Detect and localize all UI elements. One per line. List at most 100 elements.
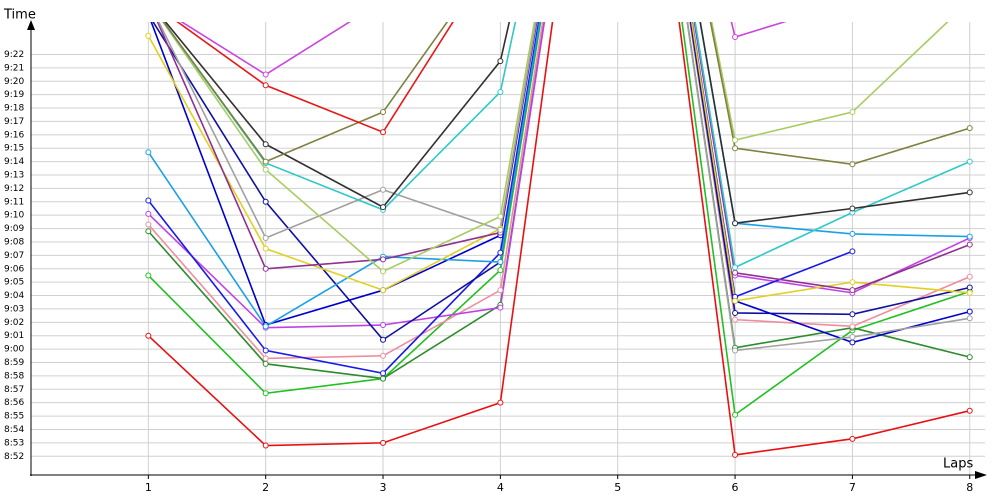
data-point	[146, 0, 151, 3]
data-point	[145, 221, 152, 228]
data-point	[262, 82, 269, 89]
data-point	[146, 12, 151, 17]
y-tick-label: 9:16	[4, 130, 24, 140]
x-tick-label: 3	[380, 481, 387, 494]
series-line	[147, 22, 970, 456]
data-point	[380, 129, 387, 136]
data-point	[849, 248, 856, 255]
series-line	[147, 22, 971, 329]
data-point	[146, 0, 151, 3]
y-tick-label: 9:20	[4, 77, 24, 87]
data-point	[966, 308, 973, 315]
data-point	[966, 125, 973, 132]
y-axis-label: Time	[3, 8, 36, 23]
series-line	[164, 22, 970, 225]
data-point	[966, 284, 973, 291]
data-point	[967, 0, 972, 3]
data-point	[849, 279, 856, 286]
data-point	[262, 245, 269, 252]
data-point	[497, 58, 504, 65]
data-point	[849, 311, 856, 318]
y-tick-label: 9:21	[4, 63, 24, 73]
data-point	[262, 347, 269, 354]
series-line	[156, 22, 971, 292]
data-point	[850, 0, 855, 3]
data-point	[380, 109, 387, 116]
data-point	[380, 256, 387, 263]
data-point	[732, 297, 739, 304]
data-point	[497, 259, 504, 266]
data-point	[262, 360, 269, 367]
y-tick-label: 9:00	[4, 345, 24, 355]
data-point	[497, 226, 504, 233]
data-point	[966, 354, 973, 361]
data-point	[966, 289, 973, 296]
y-tick-label: 9:19	[4, 90, 24, 100]
data-point	[966, 407, 973, 414]
data-point	[732, 347, 739, 354]
data-point	[262, 158, 269, 165]
x-tick-label: 1	[145, 481, 152, 494]
data-point	[262, 323, 269, 330]
plot-area	[145, 0, 973, 458]
data-point	[732, 145, 739, 152]
x-tick-label: 2	[262, 481, 269, 494]
data-point	[497, 267, 504, 274]
data-point	[849, 435, 856, 442]
x-tick-label: 7	[849, 481, 856, 494]
grid	[31, 22, 985, 475]
data-point	[732, 34, 739, 41]
series-line	[150, 22, 970, 344]
series-line	[162, 22, 970, 166]
data-point	[145, 272, 152, 279]
data-point	[732, 269, 739, 276]
data-point	[146, 0, 151, 3]
data-point	[732, 137, 739, 144]
data-point	[146, 12, 151, 17]
y-tick-label: 8:58	[4, 371, 24, 381]
y-tick-label: 8:55	[4, 412, 24, 422]
data-point	[497, 304, 504, 311]
data-point	[381, 0, 386, 3]
data-point	[732, 451, 739, 458]
data-point	[497, 88, 504, 95]
data-point	[966, 273, 973, 280]
data-point	[849, 230, 856, 237]
series-line	[157, 22, 970, 352]
y-tick-label: 9:08	[4, 237, 24, 247]
data-point	[262, 390, 269, 397]
series-line	[147, 22, 970, 302]
y-tick-label: 9:01	[4, 331, 24, 341]
data-point	[732, 309, 739, 316]
y-tick-label: 8:54	[4, 425, 24, 435]
data-point	[262, 234, 269, 241]
data-point	[262, 355, 269, 362]
series-line	[147, 22, 971, 360]
x-axis-arrow	[975, 471, 987, 479]
data-point	[145, 332, 152, 339]
data-point	[966, 189, 973, 196]
data-point	[380, 375, 387, 382]
x-tick-label: 8	[966, 481, 973, 494]
data-point	[732, 316, 739, 323]
data-point	[380, 287, 387, 294]
y-tick-label: 9:04	[4, 291, 24, 301]
data-point	[966, 315, 973, 322]
data-point	[849, 334, 856, 341]
y-tick-label: 9:22	[4, 50, 24, 60]
data-point	[262, 265, 269, 272]
y-tick-label: 9:02	[4, 318, 24, 328]
y-tick-label: 9:07	[4, 251, 24, 261]
data-point	[497, 399, 504, 406]
y-tick-label: 9:15	[4, 144, 24, 154]
x-tick-label: 6	[732, 481, 739, 494]
data-point	[849, 109, 856, 116]
data-point	[966, 241, 973, 248]
data-point	[146, 0, 151, 3]
data-point	[380, 186, 387, 193]
series-line	[147, 22, 970, 417]
data-point	[146, 0, 151, 3]
data-point	[849, 161, 856, 168]
data-point	[145, 197, 152, 204]
